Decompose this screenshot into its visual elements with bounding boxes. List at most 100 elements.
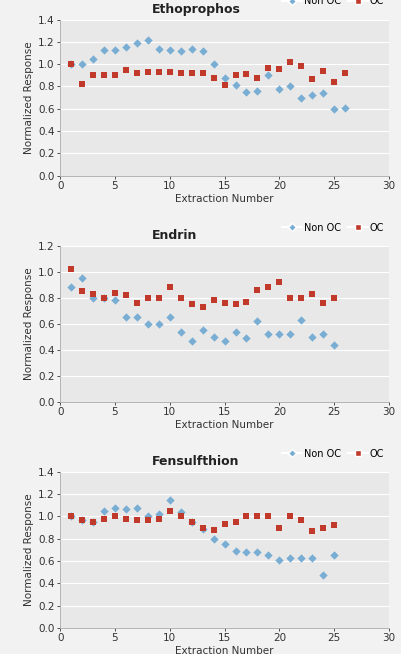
OC	[101, 70, 107, 80]
Non OC	[90, 517, 96, 527]
Non OC	[298, 553, 304, 563]
OC	[320, 65, 326, 76]
Non OC	[178, 46, 184, 56]
Y-axis label: Normalized Response: Normalized Response	[24, 41, 34, 154]
OC	[232, 70, 239, 80]
Non OC	[232, 80, 239, 90]
Non OC	[243, 333, 250, 343]
OC	[90, 517, 96, 527]
OC	[298, 515, 304, 525]
Non OC	[211, 534, 217, 544]
Non OC	[178, 326, 184, 337]
Non OC	[145, 318, 151, 329]
OC	[79, 79, 85, 90]
OC	[101, 292, 107, 303]
OC	[298, 292, 304, 303]
OC	[276, 523, 283, 533]
OC	[309, 526, 316, 536]
OC	[90, 288, 96, 299]
OC	[188, 299, 195, 309]
Non OC	[287, 553, 294, 563]
Text: Fensulfthion: Fensulfthion	[152, 455, 240, 468]
OC	[199, 301, 206, 312]
OC	[156, 292, 162, 303]
Non OC	[232, 326, 239, 337]
Non OC	[156, 509, 162, 519]
OC	[188, 517, 195, 527]
Non OC	[112, 44, 118, 55]
Non OC	[232, 545, 239, 556]
Non OC	[123, 312, 129, 322]
Non OC	[276, 84, 283, 94]
OC	[68, 511, 74, 522]
OC	[156, 67, 162, 77]
OC	[221, 519, 228, 530]
Non OC	[123, 43, 129, 53]
Non OC	[320, 570, 326, 581]
OC	[178, 292, 184, 303]
Non OC	[265, 70, 271, 80]
Non OC	[68, 282, 74, 292]
OC	[342, 68, 348, 78]
Non OC	[112, 502, 118, 513]
Non OC	[145, 511, 151, 522]
OC	[123, 65, 129, 75]
OC	[101, 513, 107, 524]
Non OC	[221, 336, 228, 346]
Non OC	[265, 550, 271, 560]
OC	[287, 292, 294, 303]
Non OC	[287, 81, 294, 92]
Non OC	[68, 511, 74, 522]
OC	[265, 62, 271, 73]
X-axis label: Extraction Number: Extraction Number	[175, 646, 274, 654]
Non OC	[331, 103, 337, 114]
OC	[221, 80, 228, 90]
Non OC	[134, 502, 140, 513]
Non OC	[178, 507, 184, 517]
Non OC	[211, 59, 217, 69]
X-axis label: Extraction Number: Extraction Number	[175, 420, 274, 430]
OC	[188, 68, 195, 78]
OC	[287, 57, 294, 67]
Non OC	[199, 325, 206, 336]
OC	[320, 523, 326, 533]
Non OC	[309, 332, 316, 342]
Y-axis label: Normalized Response: Normalized Response	[24, 267, 34, 380]
OC	[309, 73, 316, 84]
OC	[123, 290, 129, 300]
OC	[331, 77, 337, 87]
Non OC	[298, 315, 304, 325]
OC	[211, 73, 217, 83]
Non OC	[79, 273, 85, 283]
Non OC	[276, 329, 283, 339]
OC	[265, 511, 271, 522]
Non OC	[309, 90, 316, 101]
OC	[79, 515, 85, 525]
Non OC	[79, 515, 85, 525]
OC	[243, 296, 250, 307]
Non OC	[287, 329, 294, 339]
OC	[265, 282, 271, 292]
Non OC	[90, 292, 96, 303]
OC	[254, 511, 261, 522]
Non OC	[166, 44, 173, 55]
OC	[211, 295, 217, 305]
Non OC	[199, 46, 206, 56]
OC	[211, 525, 217, 535]
Legend: Non OC, OC: Non OC, OC	[282, 222, 384, 233]
OC	[123, 513, 129, 524]
Non OC	[156, 318, 162, 329]
Non OC	[211, 332, 217, 342]
Non OC	[276, 555, 283, 565]
Non OC	[221, 539, 228, 549]
Non OC	[101, 292, 107, 303]
OC	[145, 292, 151, 303]
OC	[276, 63, 283, 74]
Non OC	[243, 87, 250, 97]
OC	[254, 284, 261, 295]
OC	[178, 511, 184, 522]
Non OC	[221, 73, 228, 83]
Non OC	[101, 506, 107, 516]
OC	[134, 68, 140, 78]
OC	[68, 59, 74, 69]
